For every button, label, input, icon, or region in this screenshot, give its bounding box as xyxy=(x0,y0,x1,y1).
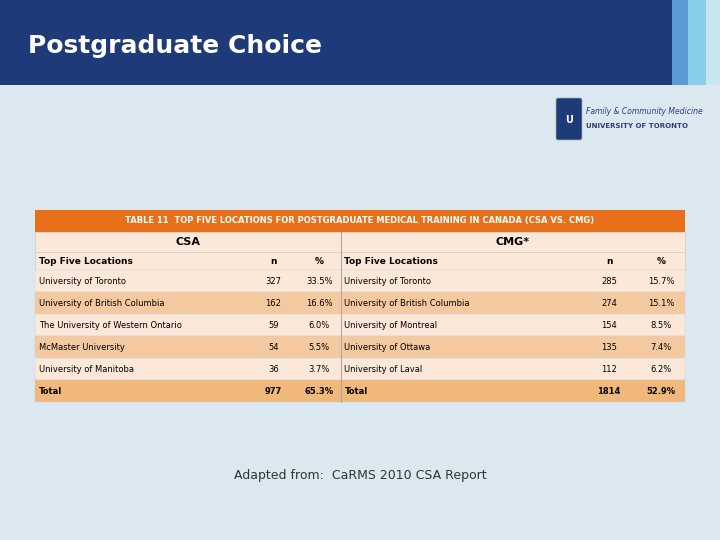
Text: Family & Community Medicine: Family & Community Medicine xyxy=(586,107,703,117)
Text: %: % xyxy=(315,256,323,266)
Bar xyxy=(35,314,685,336)
Text: University of British Columbia: University of British Columbia xyxy=(39,299,164,307)
FancyBboxPatch shape xyxy=(556,98,582,140)
Text: TABLE 11  TOP FIVE LOCATIONS FOR POSTGRADUATE MEDICAL TRAINING IN CANADA (CSA VS: TABLE 11 TOP FIVE LOCATIONS FOR POSTGRAD… xyxy=(125,217,595,226)
Text: 65.3%: 65.3% xyxy=(305,387,333,395)
Text: 15.1%: 15.1% xyxy=(648,299,674,307)
Text: CSA: CSA xyxy=(175,237,200,247)
Text: 15.7%: 15.7% xyxy=(647,276,674,286)
Text: 16.6%: 16.6% xyxy=(306,299,333,307)
Bar xyxy=(35,292,685,314)
Text: 135: 135 xyxy=(601,342,617,352)
Text: Total: Total xyxy=(39,387,62,395)
Bar xyxy=(0,85,720,540)
Text: University of Laval: University of Laval xyxy=(344,364,423,374)
Text: Postgraduate Choice: Postgraduate Choice xyxy=(28,34,322,58)
Text: The University of Western Ontario: The University of Western Ontario xyxy=(39,321,182,329)
Bar xyxy=(341,232,685,252)
Bar xyxy=(35,358,685,380)
Text: Total: Total xyxy=(344,387,368,395)
Text: UNIVERSITY OF TORONTO: UNIVERSITY OF TORONTO xyxy=(586,123,688,129)
Text: 154: 154 xyxy=(601,321,617,329)
Text: 6.2%: 6.2% xyxy=(650,364,672,374)
Text: 327: 327 xyxy=(265,276,282,286)
Text: 36: 36 xyxy=(268,364,279,374)
Text: 5.5%: 5.5% xyxy=(309,342,330,352)
Bar xyxy=(0,0,672,85)
Bar xyxy=(35,210,685,232)
Text: University of British Columbia: University of British Columbia xyxy=(344,299,470,307)
Text: Top Five Locations: Top Five Locations xyxy=(39,256,133,266)
Text: U: U xyxy=(565,115,573,125)
Text: University of Toronto: University of Toronto xyxy=(344,276,431,286)
Text: Adapted from:  CaRMS 2010 CSA Report: Adapted from: CaRMS 2010 CSA Report xyxy=(234,469,486,482)
Bar xyxy=(688,0,706,85)
Bar xyxy=(706,0,720,85)
Bar xyxy=(35,270,685,292)
Text: 285: 285 xyxy=(601,276,617,286)
Text: 162: 162 xyxy=(266,299,282,307)
Text: 33.5%: 33.5% xyxy=(306,276,333,286)
Text: 977: 977 xyxy=(265,387,282,395)
Text: 112: 112 xyxy=(601,364,617,374)
Text: 52.9%: 52.9% xyxy=(647,387,675,395)
Bar xyxy=(672,0,688,85)
Text: 274: 274 xyxy=(601,299,617,307)
Text: 8.5%: 8.5% xyxy=(650,321,672,329)
Text: 3.7%: 3.7% xyxy=(308,364,330,374)
Text: %: % xyxy=(657,256,665,266)
Text: 6.0%: 6.0% xyxy=(308,321,330,329)
Text: 54: 54 xyxy=(268,342,279,352)
Bar xyxy=(35,380,685,402)
Text: 59: 59 xyxy=(268,321,279,329)
Text: McMaster University: McMaster University xyxy=(39,342,125,352)
Text: University of Ottawa: University of Ottawa xyxy=(344,342,431,352)
Bar xyxy=(35,252,685,270)
Bar xyxy=(35,336,685,358)
Text: 1814: 1814 xyxy=(598,387,621,395)
Bar xyxy=(35,232,341,252)
Text: CMG*: CMG* xyxy=(495,237,530,247)
Text: n: n xyxy=(270,256,276,266)
Text: University of Manitoba: University of Manitoba xyxy=(39,364,134,374)
Text: Top Five Locations: Top Five Locations xyxy=(344,256,438,266)
Text: 7.4%: 7.4% xyxy=(650,342,672,352)
Text: n: n xyxy=(606,256,613,266)
Text: University of Montreal: University of Montreal xyxy=(344,321,438,329)
Text: University of Toronto: University of Toronto xyxy=(39,276,126,286)
